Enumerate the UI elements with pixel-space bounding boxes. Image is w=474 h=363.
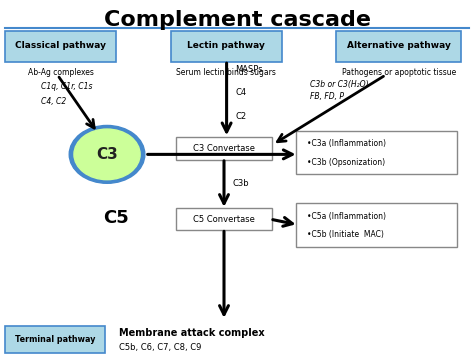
Circle shape: [74, 129, 140, 180]
FancyBboxPatch shape: [171, 32, 282, 62]
Text: Terminal pathway: Terminal pathway: [15, 335, 95, 344]
Text: Classical pathway: Classical pathway: [16, 41, 107, 50]
Text: •C3b (Opsonization): •C3b (Opsonization): [307, 158, 385, 167]
FancyBboxPatch shape: [296, 203, 457, 246]
Text: Ab-Ag complexes: Ab-Ag complexes: [28, 68, 94, 77]
Text: C3b or C3(H₂O): C3b or C3(H₂O): [310, 79, 369, 89]
Text: MASPs: MASPs: [235, 65, 263, 74]
FancyBboxPatch shape: [175, 208, 273, 230]
Text: C4, C2: C4, C2: [41, 97, 66, 106]
Text: C1q, C1r, C1s: C1q, C1r, C1s: [41, 82, 92, 91]
Text: C2: C2: [235, 112, 246, 121]
Text: Complement cascade: Complement cascade: [103, 10, 371, 30]
Text: •C5a (Inflammation): •C5a (Inflammation): [307, 212, 386, 221]
Text: C3b: C3b: [233, 179, 249, 188]
Text: •C5b (Initiate  MAC): •C5b (Initiate MAC): [307, 231, 384, 239]
FancyBboxPatch shape: [296, 131, 457, 174]
Text: C5 Convertase: C5 Convertase: [193, 215, 255, 224]
Text: C3 Convertase: C3 Convertase: [193, 144, 255, 153]
Text: Serum lectin binds sugars: Serum lectin binds sugars: [176, 68, 276, 77]
Text: Alternative pathway: Alternative pathway: [347, 41, 451, 50]
FancyBboxPatch shape: [5, 32, 117, 62]
Text: Lectin pathway: Lectin pathway: [187, 41, 265, 50]
Text: FB, FD, P: FB, FD, P: [310, 92, 344, 101]
Text: C4: C4: [235, 89, 246, 97]
Text: Pathogens or apoptotic tissue: Pathogens or apoptotic tissue: [342, 68, 456, 77]
Text: Membrane attack complex: Membrane attack complex: [119, 328, 264, 338]
Circle shape: [69, 126, 145, 183]
Text: C5: C5: [104, 209, 129, 227]
FancyBboxPatch shape: [5, 326, 105, 353]
Text: •C3a (Inflammation): •C3a (Inflammation): [307, 139, 386, 148]
FancyBboxPatch shape: [175, 137, 273, 160]
Text: C5b, C6, C7, C8, C9: C5b, C6, C7, C8, C9: [119, 343, 201, 352]
FancyBboxPatch shape: [336, 32, 462, 62]
Text: C3: C3: [96, 147, 118, 162]
